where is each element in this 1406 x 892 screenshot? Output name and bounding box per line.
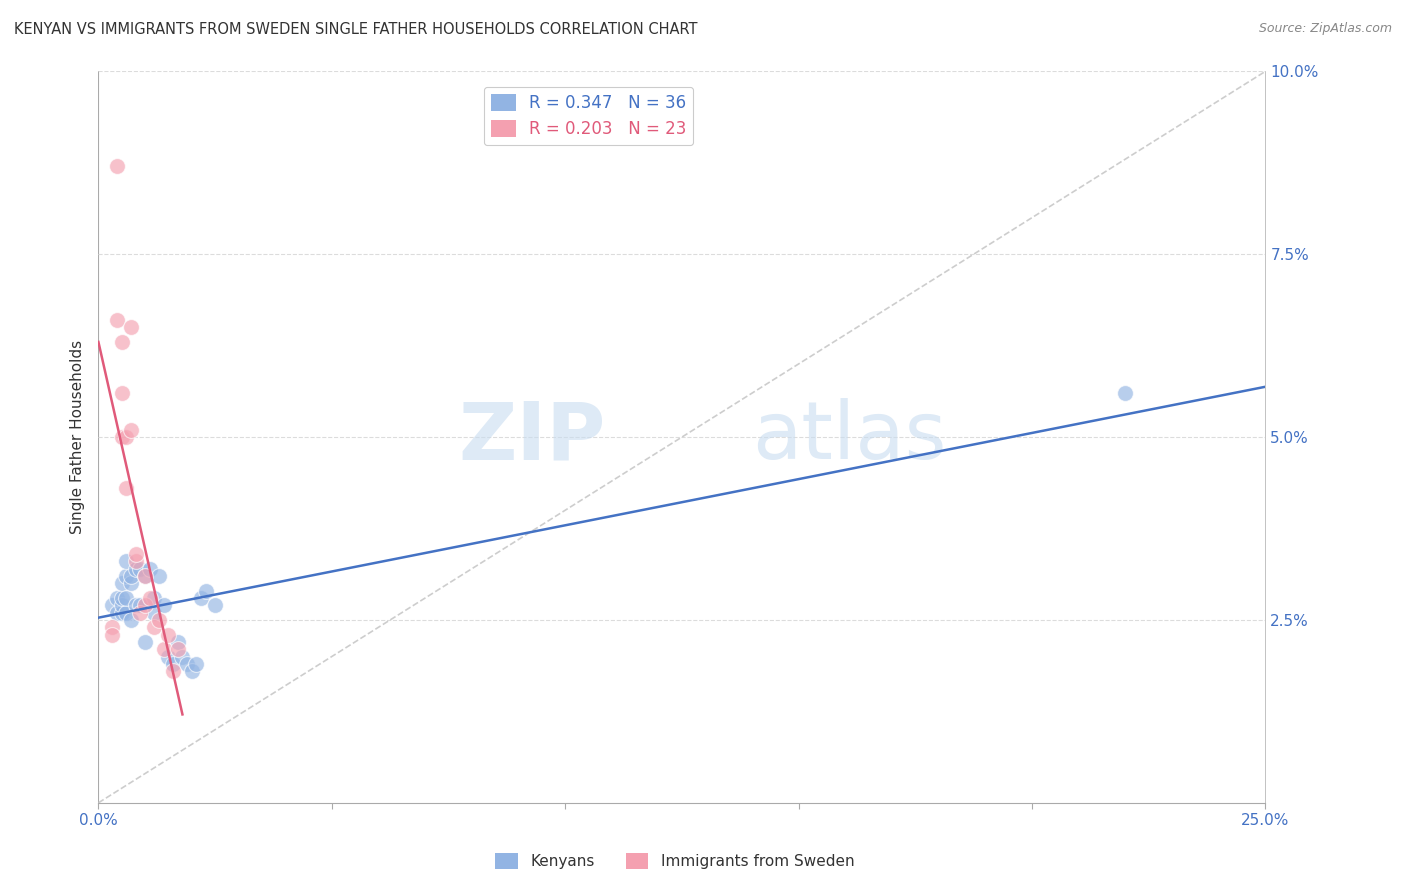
Point xyxy=(101,627,124,641)
Point xyxy=(120,320,142,334)
Point xyxy=(143,606,166,620)
Point xyxy=(172,649,194,664)
Text: ZIP: ZIP xyxy=(458,398,606,476)
Point xyxy=(194,583,217,598)
Point xyxy=(129,606,152,620)
Point xyxy=(120,569,142,583)
Point xyxy=(115,554,138,568)
Point xyxy=(143,591,166,605)
Point xyxy=(190,591,212,605)
Y-axis label: Single Father Households: Single Father Households xyxy=(69,340,84,534)
Point xyxy=(115,481,138,495)
Point xyxy=(111,606,134,620)
Point xyxy=(105,606,128,620)
Point xyxy=(105,591,128,605)
Point xyxy=(120,613,142,627)
Point xyxy=(134,599,156,613)
Point xyxy=(105,160,128,174)
Point xyxy=(111,334,134,349)
Point xyxy=(176,657,198,671)
Point xyxy=(125,547,148,561)
Point xyxy=(120,423,142,437)
Point xyxy=(101,620,124,634)
Legend: R = 0.347   N = 36, R = 0.203   N = 23: R = 0.347 N = 36, R = 0.203 N = 23 xyxy=(484,87,693,145)
Point xyxy=(129,599,152,613)
Point xyxy=(134,635,156,649)
Point xyxy=(162,657,184,671)
Point xyxy=(143,620,166,634)
Point xyxy=(120,576,142,591)
Point xyxy=(134,569,156,583)
Point xyxy=(101,599,124,613)
Point xyxy=(152,599,174,613)
Point xyxy=(134,569,156,583)
Text: KENYAN VS IMMIGRANTS FROM SWEDEN SINGLE FATHER HOUSEHOLDS CORRELATION CHART: KENYAN VS IMMIGRANTS FROM SWEDEN SINGLE … xyxy=(14,22,697,37)
Text: atlas: atlas xyxy=(752,398,946,476)
Point xyxy=(125,554,148,568)
Point xyxy=(115,430,138,444)
Point xyxy=(115,591,138,605)
Point xyxy=(125,562,148,576)
Point xyxy=(148,613,170,627)
Point xyxy=(166,642,188,657)
Point xyxy=(129,562,152,576)
Point xyxy=(111,430,134,444)
Point xyxy=(105,313,128,327)
Point xyxy=(111,386,134,401)
Point xyxy=(157,649,180,664)
Point xyxy=(115,606,138,620)
Point xyxy=(180,664,202,678)
Point xyxy=(162,664,184,678)
Point xyxy=(139,562,162,576)
Point xyxy=(166,635,188,649)
Point xyxy=(111,591,134,605)
Text: Source: ZipAtlas.com: Source: ZipAtlas.com xyxy=(1258,22,1392,36)
Point xyxy=(1114,386,1136,401)
Point xyxy=(111,599,134,613)
Point xyxy=(157,627,180,641)
Point xyxy=(125,599,148,613)
Point xyxy=(186,657,208,671)
Point xyxy=(204,599,226,613)
Point xyxy=(115,569,138,583)
Legend: Kenyans, Immigrants from Sweden: Kenyans, Immigrants from Sweden xyxy=(489,847,860,875)
Point xyxy=(139,591,162,605)
Point xyxy=(152,642,174,657)
Point xyxy=(111,576,134,591)
Point xyxy=(148,569,170,583)
